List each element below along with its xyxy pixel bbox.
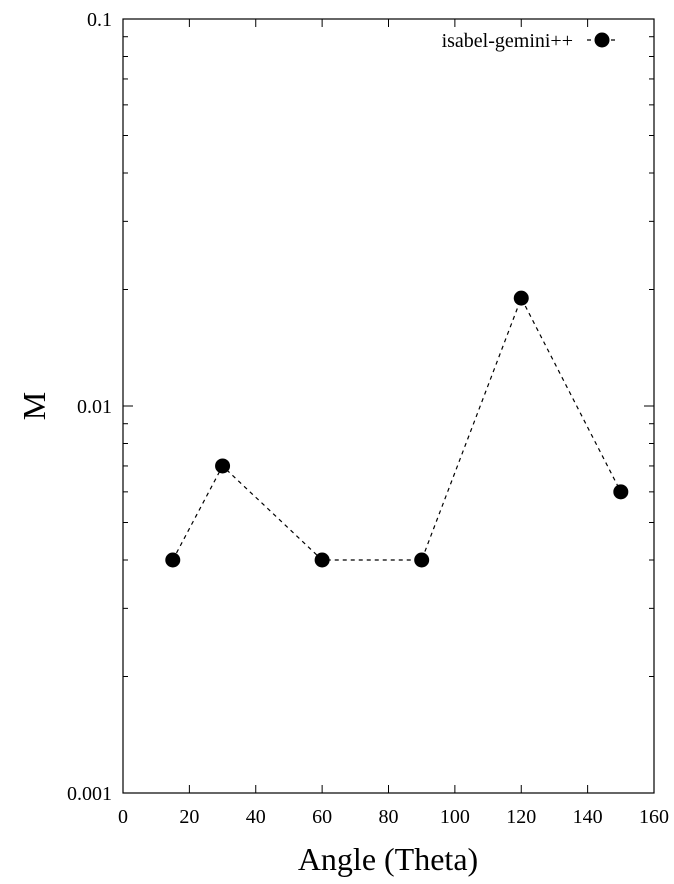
data-point	[314, 552, 330, 568]
data-point	[613, 484, 629, 500]
x-tick-label: 140	[573, 806, 603, 828]
x-tick-label: 0	[118, 806, 128, 828]
x-tick-label: 40	[246, 806, 266, 828]
x-tick-label: 160	[639, 806, 669, 828]
tick-labels: 0 20 40 60 80 100 120 140 160 0.001 0.01 0.1	[67, 9, 669, 828]
plot-frame	[122, 18, 655, 794]
ticks	[122, 18, 655, 794]
x-axis-label: Angle (Theta)	[298, 841, 478, 877]
data-point	[215, 458, 231, 474]
data-point	[165, 552, 181, 568]
y-axis-label: M	[16, 392, 52, 420]
x-tick-label: 60	[312, 806, 332, 828]
legend-marker	[594, 32, 610, 48]
y-tick-label: 0.1	[87, 9, 112, 31]
y-tick-label: 0.01	[77, 396, 112, 418]
legend-label: isabel-gemini++	[442, 30, 573, 52]
data-point	[513, 290, 529, 306]
legend: isabel-gemini++	[442, 30, 617, 52]
x-tick-label: 80	[379, 806, 399, 828]
x-tick-label: 120	[506, 806, 536, 828]
x-tick-label: 100	[440, 806, 470, 828]
series-group	[165, 290, 629, 568]
x-tick-label: 20	[179, 806, 199, 828]
y-tick-label: 0.001	[67, 783, 112, 805]
series-line	[172, 296, 622, 561]
data-point	[414, 552, 430, 568]
